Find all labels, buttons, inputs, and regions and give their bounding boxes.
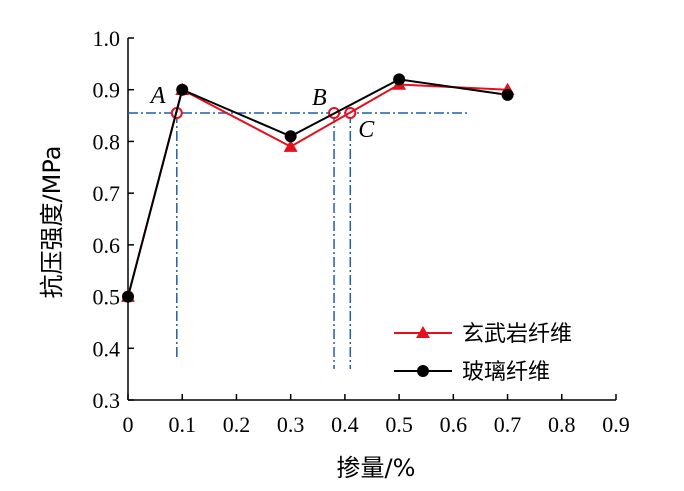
reference-point-label: B: [312, 85, 327, 111]
reference-point-label: A: [149, 83, 166, 109]
legend-label-0: 玄武岩纤维: [462, 322, 572, 347]
point-labels: A B C: [149, 83, 376, 143]
x-tick-label: 0.5: [385, 412, 413, 437]
x-tick-label: 0.2: [223, 412, 251, 437]
legend-label-1: 玻璃纤维: [462, 360, 550, 385]
data-point-1: [501, 88, 514, 101]
data-point-1: [122, 290, 134, 303]
x-axis-title: 掺量/%: [337, 454, 416, 482]
y-axis-title: 抗压强度/MPa: [38, 146, 66, 299]
y-tick-label: 0.4: [93, 336, 121, 361]
x-tick-label: 0.4: [331, 412, 359, 437]
x-tick-label: 0.3: [277, 412, 305, 437]
series-line-1: [127, 78, 508, 297]
axes: 0 0.1 0.2 0.3 0.4 0.5 0.6 0.7 0.8 0.9 0.3 0.4 0.5 0.6…: [93, 26, 630, 437]
reference-lines: [128, 106, 470, 369]
y-tick-label: 0.3: [93, 388, 121, 413]
data-point-0: [283, 139, 298, 152]
y-tick-label: 0.5: [93, 285, 121, 310]
series-layer: [121, 73, 515, 303]
legend-marker-1: [417, 365, 429, 377]
series-line-0: [127, 83, 508, 297]
data-point-1: [176, 83, 189, 96]
x-tick-label: 0.9: [602, 412, 630, 437]
x-tick-label: 0: [123, 412, 134, 437]
x-tick-label: 0.1: [168, 412, 196, 437]
y-tick-label: 0.7: [93, 181, 121, 206]
data-point-1: [284, 130, 297, 143]
x-tick-label: 0.6: [440, 412, 468, 437]
data-point-1: [393, 73, 406, 86]
y-tick-label: 0.9: [93, 78, 121, 103]
y-tick-label: 0.6: [93, 233, 121, 258]
x-tick-label: 0.7: [494, 412, 522, 437]
x-tick-label: 0.8: [548, 412, 576, 437]
reference-point-label: C: [358, 117, 375, 143]
y-tick-label: 0.8: [93, 129, 121, 154]
legend-marker-0: [416, 326, 430, 338]
y-tick-label: 1.0: [93, 26, 121, 51]
